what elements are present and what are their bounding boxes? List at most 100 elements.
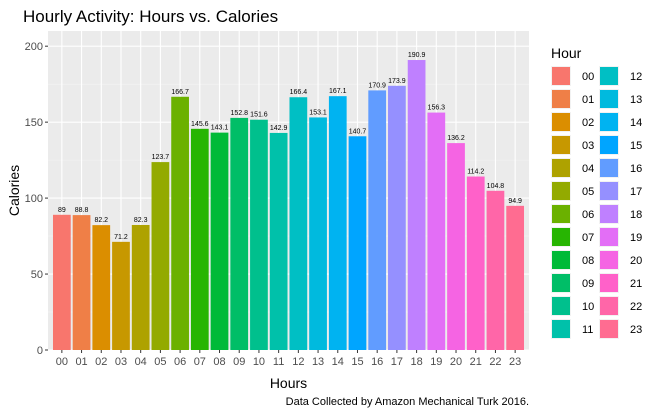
bar-06 xyxy=(171,96,189,350)
legend-label-12: 12 xyxy=(630,71,642,83)
data-label-17: 173.9 xyxy=(388,78,406,85)
bar-03 xyxy=(112,241,130,350)
x-tick-label-10: 10 xyxy=(253,356,265,368)
data-label-18: 190.9 xyxy=(408,52,426,59)
data-label-11: 142.9 xyxy=(270,125,288,132)
legend-swatch-15 xyxy=(600,136,618,154)
bar-19 xyxy=(427,112,446,350)
x-tick-label-20: 20 xyxy=(450,356,462,368)
bar-04 xyxy=(131,224,150,350)
x-tick-label-15: 15 xyxy=(351,356,363,368)
x-tick-label-07: 07 xyxy=(194,356,206,368)
legend-label-20: 20 xyxy=(630,255,642,267)
legend-label-03: 03 xyxy=(582,140,594,152)
x-tick-label-19: 19 xyxy=(430,356,442,368)
legend-swatch-11 xyxy=(552,320,570,338)
legend-label-11: 11 xyxy=(582,324,593,336)
bar-20 xyxy=(447,143,465,350)
legend-swatch-12 xyxy=(600,67,618,85)
data-label-08: 143.1 xyxy=(211,125,229,132)
data-label-20: 136.2 xyxy=(447,135,465,142)
legend-swatch-17 xyxy=(600,182,618,200)
x-tick-label-08: 08 xyxy=(213,356,225,368)
legend-swatch-23 xyxy=(600,320,618,338)
data-label-07: 145.6 xyxy=(191,121,209,128)
legend-swatch-22 xyxy=(600,297,618,315)
x-tick-label-04: 04 xyxy=(135,356,147,368)
legend-swatch-06 xyxy=(552,205,570,223)
data-label-22: 104.8 xyxy=(487,183,505,190)
bar-15 xyxy=(348,136,367,350)
data-label-19: 156.3 xyxy=(428,105,446,112)
x-tick-label-18: 18 xyxy=(410,356,422,368)
bar-00 xyxy=(52,214,71,350)
legend-title: Hour xyxy=(551,45,582,61)
y-tick-label: 50 xyxy=(31,269,43,281)
x-tick-label-09: 09 xyxy=(233,356,245,368)
legend-label-02: 02 xyxy=(582,117,594,129)
legend-swatch-08 xyxy=(552,251,570,269)
legend-label-10: 10 xyxy=(582,301,594,313)
data-label-10: 151.6 xyxy=(250,112,268,119)
bar-21 xyxy=(466,176,485,350)
data-label-13: 153.1 xyxy=(309,109,327,116)
data-label-15: 140.7 xyxy=(349,128,367,135)
x-tick-label-06: 06 xyxy=(174,356,186,368)
bar-05 xyxy=(151,162,170,350)
x-axis-ticks: 00 01 02 03 04 05 06 07 08 09 10 11 12 13 14 15 16 17 18 19… xyxy=(56,350,521,368)
legend-swatch-18 xyxy=(600,205,618,223)
y-axis-label: Calories xyxy=(6,165,22,216)
legend-swatch-00 xyxy=(552,67,570,85)
bar-11 xyxy=(269,132,288,350)
legend-swatch-10 xyxy=(552,297,570,315)
bar-14 xyxy=(328,96,347,350)
data-label-16: 170.9 xyxy=(368,82,386,89)
x-tick-label-21: 21 xyxy=(470,356,482,368)
bars xyxy=(52,60,525,351)
legend-swatch-03 xyxy=(552,136,570,154)
bar-09 xyxy=(230,117,249,350)
data-label-03: 71.2 xyxy=(114,234,128,241)
x-tick-label-14: 14 xyxy=(332,356,344,368)
y-tick-label: 200 xyxy=(25,41,43,53)
legend-label-05: 05 xyxy=(582,186,594,198)
x-tick-label-02: 02 xyxy=(95,356,107,368)
legend-swatch-16 xyxy=(600,159,618,177)
legend-label-23: 23 xyxy=(630,324,642,336)
legend-label-00: 00 xyxy=(582,71,594,83)
legend-label-04: 04 xyxy=(582,163,594,175)
data-label-06: 166.7 xyxy=(171,89,189,96)
legend-swatch-20 xyxy=(600,251,618,269)
x-tick-label-13: 13 xyxy=(312,356,324,368)
x-tick-label-11: 11 xyxy=(273,356,284,368)
legend-swatch-09 xyxy=(552,274,570,292)
y-tick-label: 0 xyxy=(37,345,43,357)
x-tick-label-03: 03 xyxy=(115,356,127,368)
bar-07 xyxy=(190,128,209,350)
bar-16 xyxy=(368,90,387,350)
chart-caption: Data Collected by Amazon Mechanical Turk… xyxy=(286,396,529,408)
bar-01 xyxy=(72,215,91,350)
legend-swatch-01 xyxy=(552,90,570,108)
data-label-14: 167.1 xyxy=(329,88,347,95)
legend-label-14: 14 xyxy=(630,117,642,129)
legend-swatch-05 xyxy=(552,182,570,200)
legend-label-22: 22 xyxy=(630,301,642,313)
bar-17 xyxy=(388,85,406,350)
legend-label-08: 08 xyxy=(582,255,594,267)
legend-swatch-04 xyxy=(552,159,570,177)
x-tick-label-16: 16 xyxy=(371,356,383,368)
chart-title: Hourly Activity: Hours vs. Calories xyxy=(23,7,278,26)
bar-22 xyxy=(486,190,505,350)
legend-label-19: 19 xyxy=(630,232,642,244)
legend-label-18: 18 xyxy=(630,209,642,221)
data-label-21: 114.2 xyxy=(467,169,484,176)
legend-label-16: 16 xyxy=(630,163,642,175)
x-tick-label-00: 00 xyxy=(56,356,68,368)
y-tick-label: 100 xyxy=(25,193,43,205)
y-tick-label: 150 xyxy=(25,117,43,129)
bar-08 xyxy=(210,132,229,350)
legend-label-21: 21 xyxy=(630,278,642,290)
